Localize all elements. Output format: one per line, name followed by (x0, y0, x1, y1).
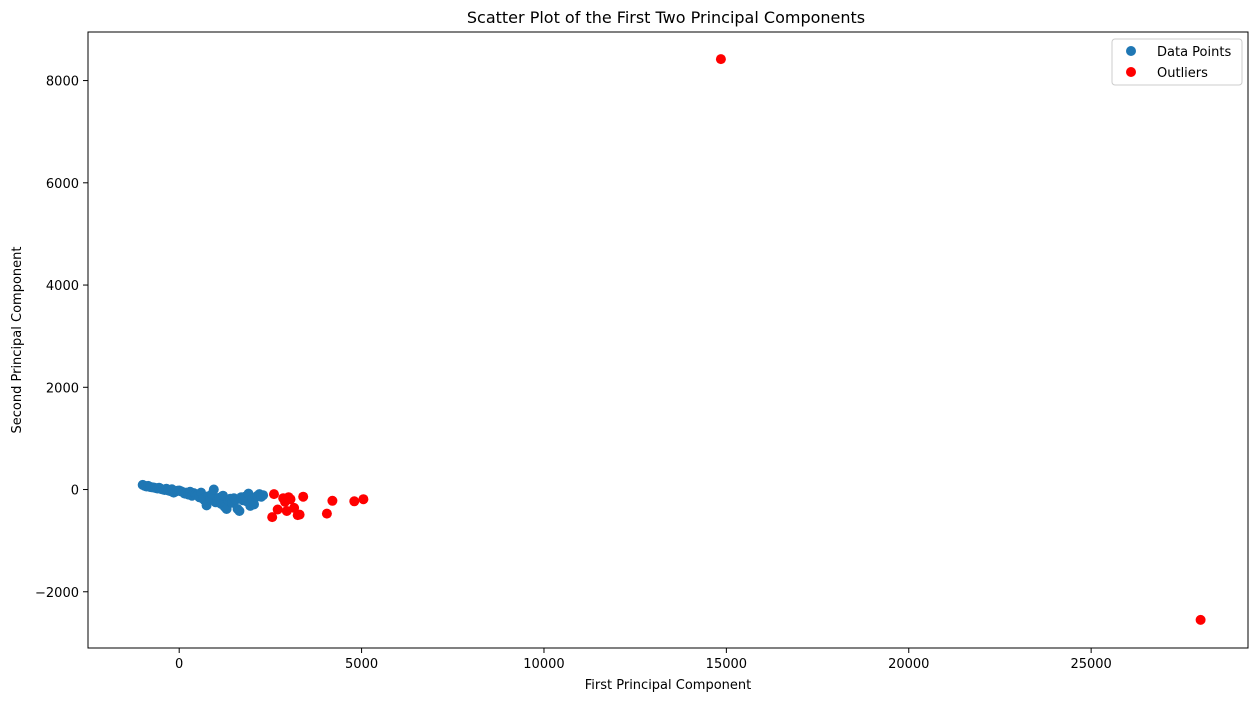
x-tick-label: 10000 (523, 657, 564, 672)
y-tick-label: 2000 (46, 381, 79, 396)
y-axis-ticks: −2000 0 2000 4000 6000 8000 (35, 75, 88, 601)
data-point (234, 506, 245, 516)
outlier-point (294, 509, 305, 520)
x-tick-label: 20000 (888, 657, 929, 672)
y-tick-label: 4000 (46, 279, 79, 294)
legend-label-outliers: Outliers (1157, 66, 1208, 81)
series-outliers (267, 54, 1206, 625)
outlier-point (272, 504, 283, 515)
outlier-point (321, 508, 332, 519)
y-tick-label: 8000 (46, 75, 79, 90)
x-tick-label: 0 (175, 657, 183, 672)
y-tick-label: −2000 (35, 586, 79, 601)
y-axis-label: Second Principal Component (10, 247, 25, 434)
legend-marker-data-points (1126, 46, 1136, 56)
legend-box (1111, 38, 1243, 86)
x-tick-label: 25000 (1070, 657, 1111, 672)
legend-marker-outliers (1126, 67, 1136, 77)
outlier-point (327, 495, 338, 506)
x-tick-label: 15000 (706, 657, 747, 672)
outlier-point (715, 54, 726, 65)
chart-title: Scatter Plot of the First Two Principal … (467, 8, 865, 27)
outlier-point (298, 491, 309, 502)
outlier-point (285, 494, 296, 505)
plot-frame (87, 31, 1249, 649)
legend: Data Points Outliers (1111, 38, 1243, 86)
outlier-point (358, 494, 369, 505)
data-point (258, 490, 269, 501)
y-tick-label: 6000 (46, 177, 79, 192)
data-point (208, 484, 219, 495)
outlier-point (267, 512, 278, 523)
outlier-point (1195, 614, 1206, 625)
x-axis-ticks: 0 5000 10000 15000 20000 25000 (175, 648, 1112, 672)
legend-label-data-points: Data Points (1157, 45, 1231, 60)
x-tick-label: 5000 (345, 657, 378, 672)
x-axis-label: First Principal Component (585, 678, 752, 693)
outlier-point (349, 496, 360, 507)
points-layer (137, 54, 1206, 625)
y-tick-label: 0 (71, 484, 79, 499)
series-data-points (137, 479, 269, 516)
outlier-point (269, 489, 279, 500)
